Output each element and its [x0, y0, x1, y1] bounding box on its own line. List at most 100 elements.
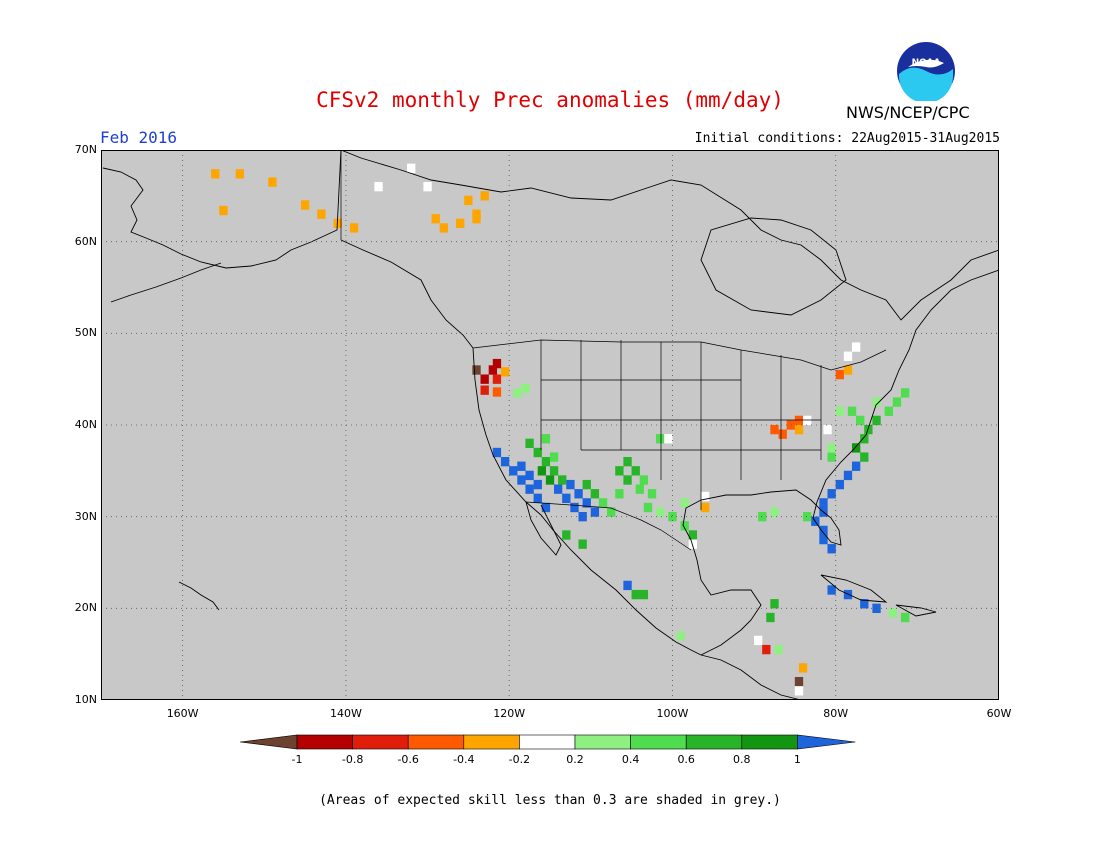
anomaly-cell	[525, 484, 534, 494]
map-title: CFSv2 monthly Prec anomalies (mm/day)	[316, 88, 784, 112]
anomaly-cell	[607, 507, 616, 517]
legend-swatch	[630, 734, 687, 750]
coastline-hawaii	[178, 581, 220, 611]
agency-label: NWS/NCEP/CPC	[846, 103, 970, 122]
anomaly-cell	[688, 539, 698, 549]
noaa-logo-text: NOAA	[912, 58, 941, 68]
anomaly-cell	[872, 397, 881, 407]
longitude-label: 80W	[823, 707, 849, 720]
coastline-hispaniola	[895, 604, 937, 617]
anomaly-cell	[480, 385, 489, 395]
anomaly-cell	[513, 388, 522, 398]
anomaly-cell	[770, 507, 779, 517]
anomaly-cell	[851, 342, 861, 352]
anomaly-cell	[545, 475, 555, 485]
anomaly-cell	[851, 443, 861, 453]
coastline-west	[340, 239, 702, 656]
anomaly-cell	[754, 635, 763, 646]
legend-label: 0.4	[622, 753, 640, 766]
anomaly-cell	[778, 429, 787, 439]
skill-note: (Areas of expected skill less than 0.3 a…	[319, 793, 781, 808]
anomaly-cell	[664, 434, 673, 444]
anomaly-cell	[856, 415, 865, 426]
anomaly-cell	[794, 676, 804, 687]
anomaly-cell	[794, 424, 804, 435]
anomaly-cell	[598, 498, 608, 508]
anomaly-cell	[472, 365, 481, 375]
anomaly-cell	[537, 466, 546, 476]
anomaly-cell	[631, 466, 640, 476]
anomaly-cell	[517, 475, 526, 485]
anomaly-cell	[766, 612, 775, 623]
latitude-label: 50N	[74, 326, 97, 340]
anomaly-cell	[639, 589, 649, 600]
anomaly-cell	[827, 585, 836, 595]
legend-label: -0.6	[397, 753, 418, 766]
anomaly-cell	[549, 452, 559, 462]
coastlines	[102, 150, 999, 700]
latitude-label: 20N	[74, 601, 97, 615]
coastline-cuba	[820, 574, 888, 603]
anomaly-cell	[656, 507, 665, 517]
anomaly-cell	[827, 452, 836, 462]
anomaly-cell	[578, 511, 587, 522]
anomaly-cell	[900, 612, 910, 623]
anomaly-cell	[439, 223, 449, 233]
legend-swatch	[352, 734, 409, 750]
latitude-label: 30N	[74, 509, 97, 523]
anomaly-cell	[847, 406, 857, 416]
longitude-label: 160W	[166, 707, 199, 720]
anomaly-cell	[798, 663, 808, 673]
anomaly-cell	[794, 686, 804, 696]
noaa-logo-icon: NOAA	[897, 42, 955, 101]
anomaly-cell	[888, 608, 898, 618]
anomaly-cell	[590, 489, 600, 499]
anomaly-cell	[317, 209, 326, 219]
anomaly-cell	[835, 479, 844, 490]
legend-swatch	[296, 734, 353, 750]
anomaly-cell	[843, 470, 853, 481]
anomaly-cell	[407, 163, 416, 174]
anomaly-cell	[688, 530, 698, 540]
anomaly-cell	[623, 580, 632, 591]
border-us-mexico	[525, 501, 692, 551]
anomaly-cell	[533, 479, 542, 490]
anomaly-cell	[533, 493, 542, 504]
latitude-label: 10N	[74, 693, 97, 706]
anomaly-cell	[615, 466, 624, 476]
anomaly-cell	[541, 434, 551, 444]
anomaly-cell	[819, 498, 828, 508]
legend-swatch-max	[797, 734, 856, 750]
anomaly-cell	[492, 358, 502, 369]
map-background	[101, 150, 999, 700]
anomaly-cell	[700, 502, 710, 513]
anomaly-cell	[656, 434, 665, 444]
longitude-label: 60W	[986, 707, 1012, 720]
anomaly-cell	[835, 369, 844, 380]
anomaly-cell	[268, 177, 277, 187]
anomaly-cell	[700, 491, 710, 502]
anomaly-cell	[480, 191, 489, 201]
anomaly-cell	[770, 599, 779, 609]
anomaly-cell	[300, 200, 310, 210]
anomaly-cell	[558, 475, 567, 485]
anomaly-cell	[509, 466, 518, 476]
coastline-hudson-bay	[700, 217, 847, 316]
legend-swatch	[407, 734, 465, 750]
anomaly-cell	[676, 631, 685, 641]
coastline-aleutians	[110, 262, 222, 303]
anomaly-cell	[582, 479, 591, 490]
anomaly-cell	[488, 365, 498, 375]
anomaly-cell	[582, 498, 591, 508]
anomaly-cell	[456, 218, 465, 229]
legend-swatch	[519, 734, 576, 750]
anomaly-cell	[525, 438, 534, 449]
anomaly-cell	[680, 498, 689, 508]
anomaly-cell	[423, 181, 432, 192]
anomaly-cell	[843, 351, 853, 361]
longitude-label: 100W	[656, 707, 689, 720]
latitude-label: 70N	[74, 143, 97, 156]
anomaly-cell	[549, 466, 559, 476]
anomaly-cell	[480, 374, 489, 384]
anomaly-cell	[570, 502, 579, 513]
